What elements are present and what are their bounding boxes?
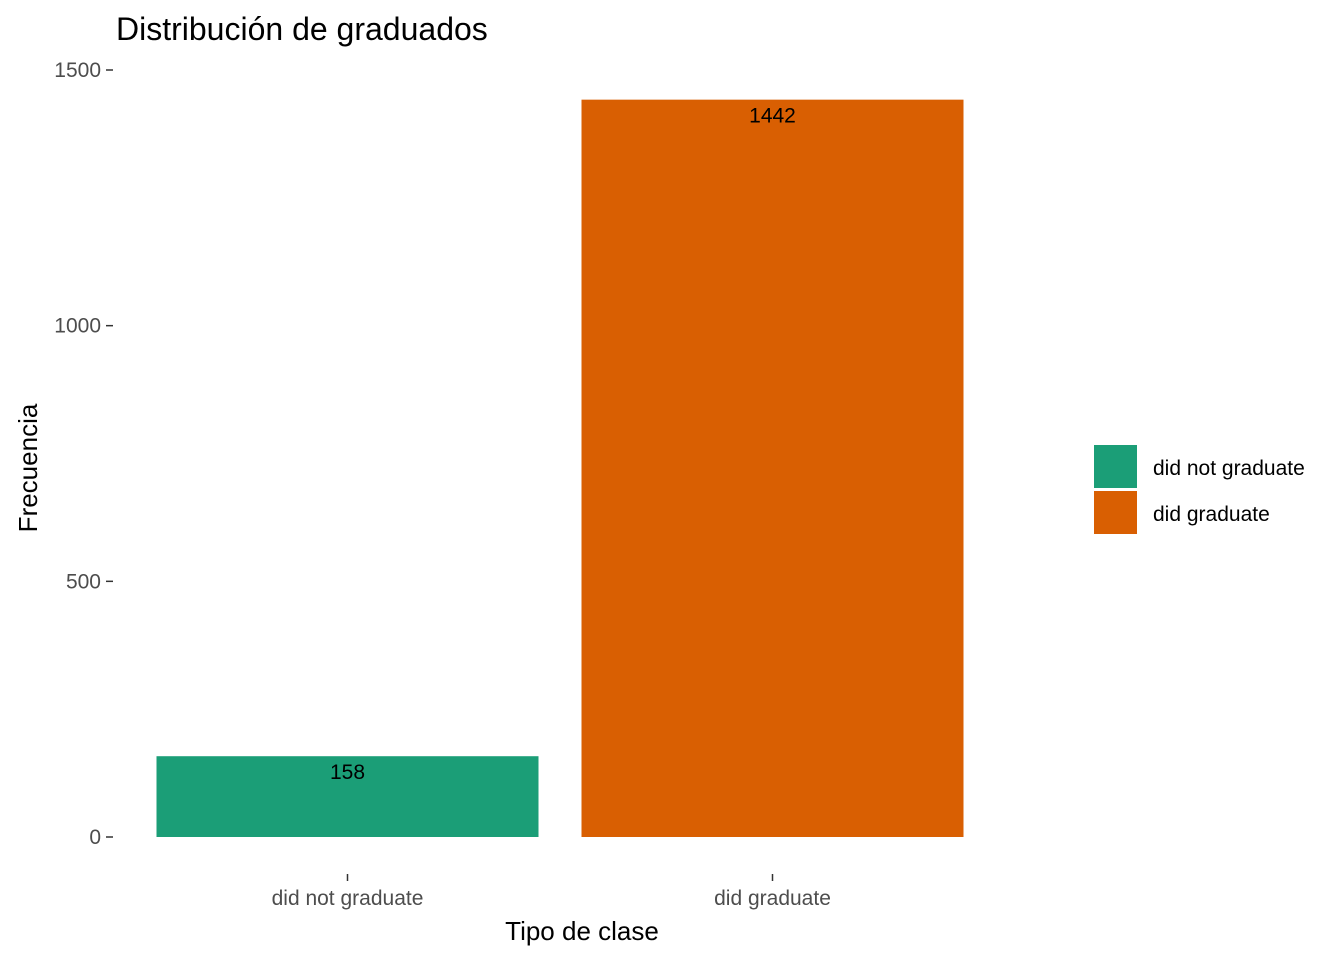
x-axis-title: Tipo de clase — [505, 916, 659, 946]
data-label: 158 — [330, 761, 365, 784]
legend: did not graduate did graduate — [1092, 443, 1305, 536]
legend-label: did not graduate — [1153, 457, 1305, 480]
y-axis-title: Frecuencia — [13, 403, 43, 532]
y-tick-label: 1000 — [54, 315, 101, 338]
bar-1 — [156, 756, 539, 837]
x-tick-label: did not graduate — [272, 887, 424, 910]
chart-title: Distribución de graduados — [116, 11, 488, 47]
y-tick-label: 1500 — [54, 59, 101, 82]
data-label: 1442 — [749, 105, 796, 128]
bar-2 — [581, 99, 964, 837]
x-tick-label: did graduate — [714, 887, 831, 910]
legend-label: did graduate — [1153, 503, 1270, 526]
y-tick-label: 500 — [66, 570, 101, 593]
x-axis: did not graduate did graduate — [272, 874, 831, 910]
legend-swatch — [1092, 489, 1139, 536]
y-tick-label: 0 — [89, 826, 101, 849]
legend-swatch — [1092, 443, 1139, 490]
data-labels: 158 1442 — [330, 105, 796, 785]
bars — [156, 99, 964, 837]
y-axis: 0 500 1000 1500 — [54, 59, 113, 849]
